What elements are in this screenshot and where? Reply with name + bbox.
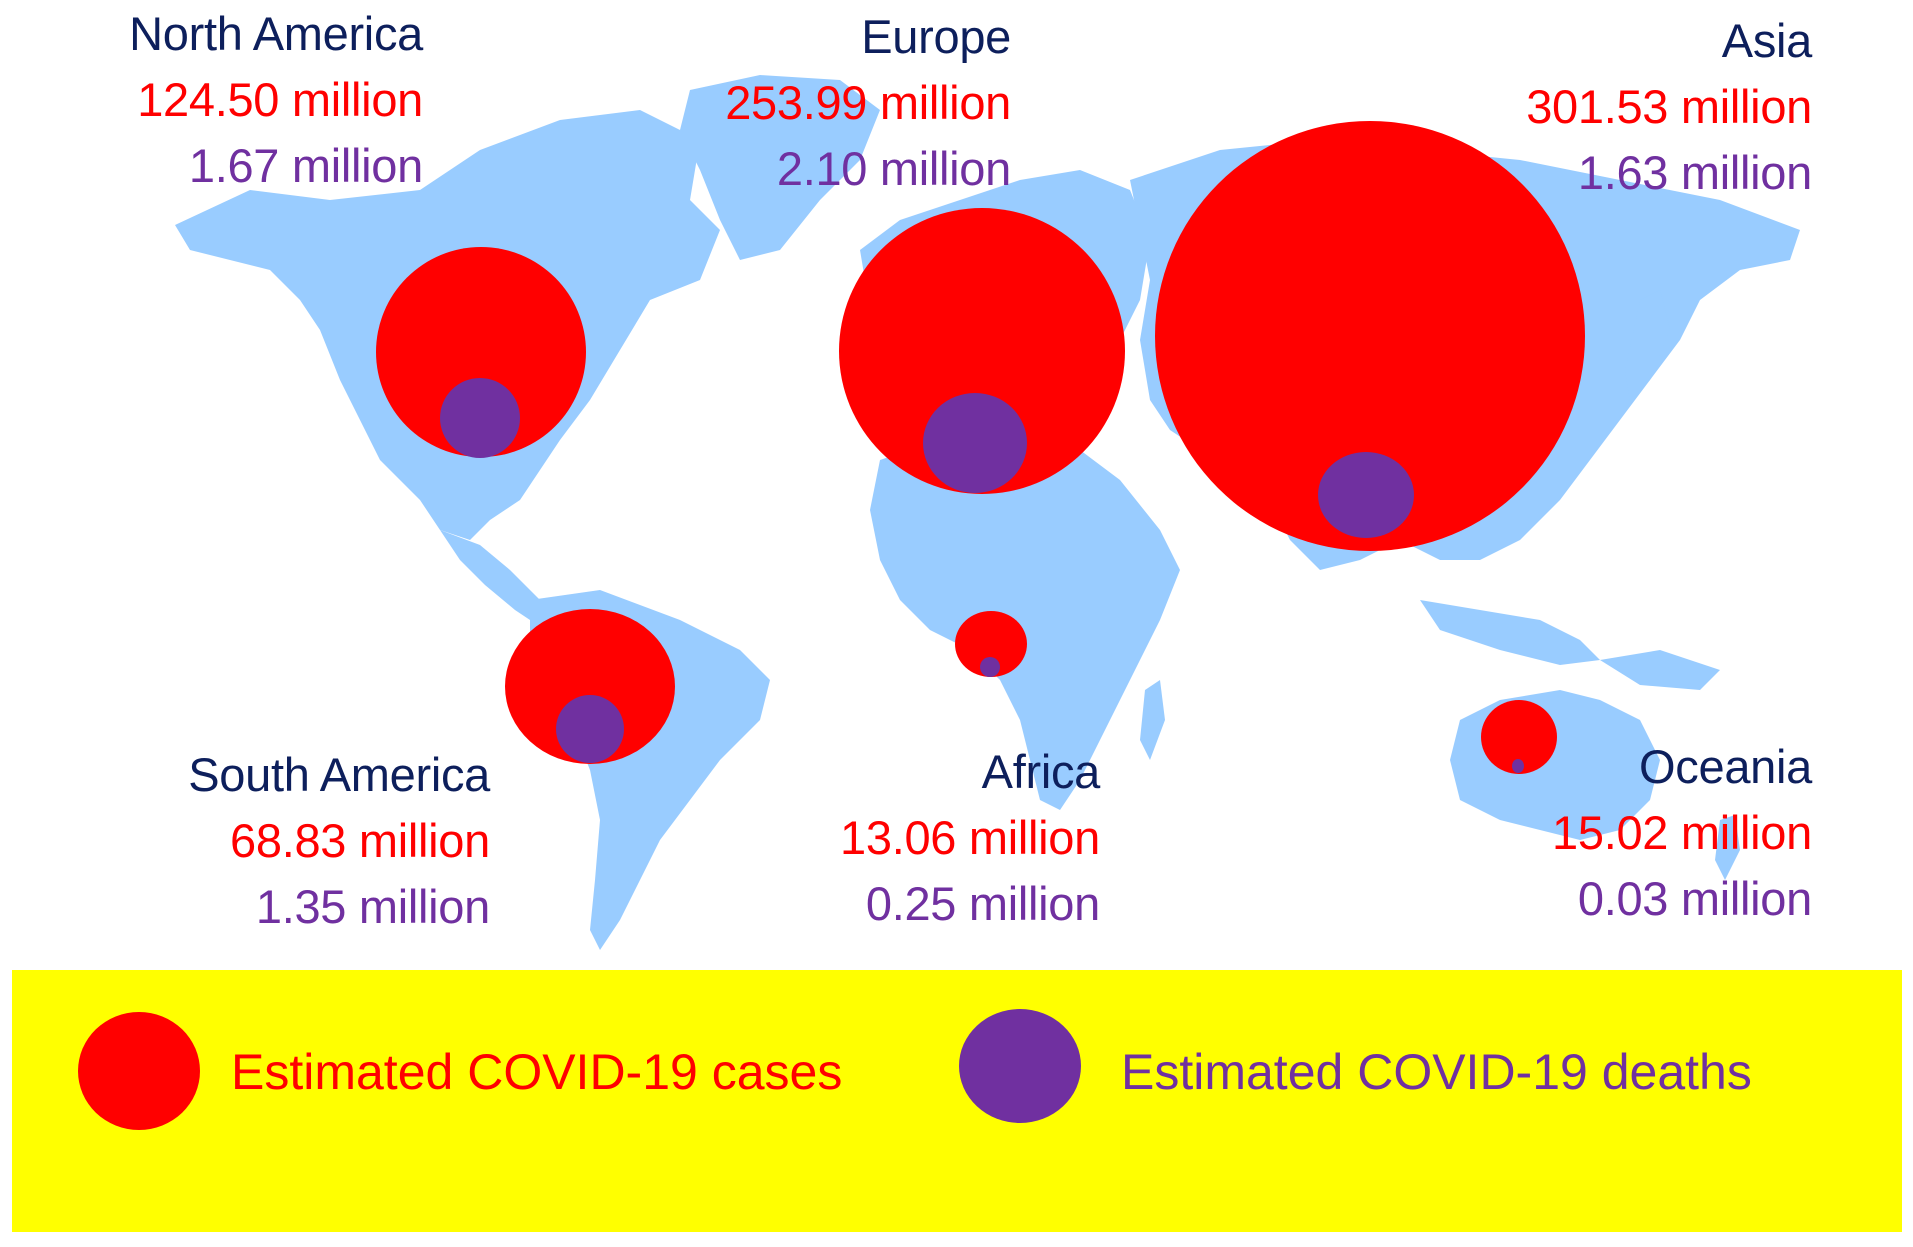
region-name: Africa <box>981 745 1101 798</box>
region-name: Asia <box>1721 14 1813 67</box>
africa-landmass <box>870 440 1180 810</box>
africa-deaths-bubble <box>980 657 1000 677</box>
deaths-value: 1.67 million <box>188 139 423 192</box>
south-america-deaths-bubble <box>556 695 624 763</box>
madagascar-landmass <box>1140 680 1165 760</box>
cases-value: 15.02 million <box>1552 806 1812 859</box>
oceania-deaths-bubble <box>1512 759 1524 773</box>
cases-value: 68.83 million <box>230 814 490 867</box>
asia-label: Asia 301.53 million 1.63 million <box>1526 8 1812 206</box>
new-zealand-landmass <box>1715 815 1740 880</box>
deaths-value: 0.25 million <box>865 877 1100 930</box>
deaths-value: 1.63 million <box>1577 146 1812 199</box>
north-america-deaths-bubble <box>440 378 520 458</box>
deaths-value: 1.35 million <box>255 880 490 933</box>
cases-value: 124.50 million <box>137 73 423 126</box>
region-name: Oceania <box>1639 740 1812 793</box>
new-guinea-landmass <box>1600 650 1720 690</box>
europe-label: Europe 253.99 million 2.10 million <box>725 4 1011 202</box>
greenland-landmass <box>680 75 880 260</box>
southeast-asia-islands <box>1420 600 1600 665</box>
cases-value: 253.99 million <box>725 76 1011 129</box>
cases-legend-label: Estimated COVID-19 cases <box>231 1044 843 1100</box>
europe-deaths-bubble <box>923 393 1027 493</box>
japan-landmass <box>1625 290 1670 400</box>
deaths-legend-label: Estimated COVID-19 deaths <box>1121 1044 1752 1100</box>
deaths-legend-swatch <box>959 1009 1081 1123</box>
cases-legend-swatch <box>78 1012 200 1130</box>
south-america-label: South America 68.83 million 1.35 million <box>188 742 490 940</box>
africa-label: Africa 13.06 million 0.25 million <box>840 739 1100 937</box>
region-name: South America <box>188 748 490 801</box>
deaths-value: 2.10 million <box>776 142 1011 195</box>
region-name: Europe <box>861 10 1011 63</box>
region-name: North America <box>129 7 423 60</box>
north-america-label: North America 124.50 million 1.67 millio… <box>129 1 423 199</box>
legend: Estimated COVID-19 cases Estimated COVID… <box>12 970 1902 1232</box>
cases-value: 13.06 million <box>840 811 1100 864</box>
asia-deaths-bubble <box>1318 452 1414 538</box>
oceania-label: Oceania 15.02 million 0.03 million <box>1552 734 1812 932</box>
cases-value: 301.53 million <box>1526 80 1812 133</box>
deaths-value: 0.03 million <box>1577 872 1812 925</box>
